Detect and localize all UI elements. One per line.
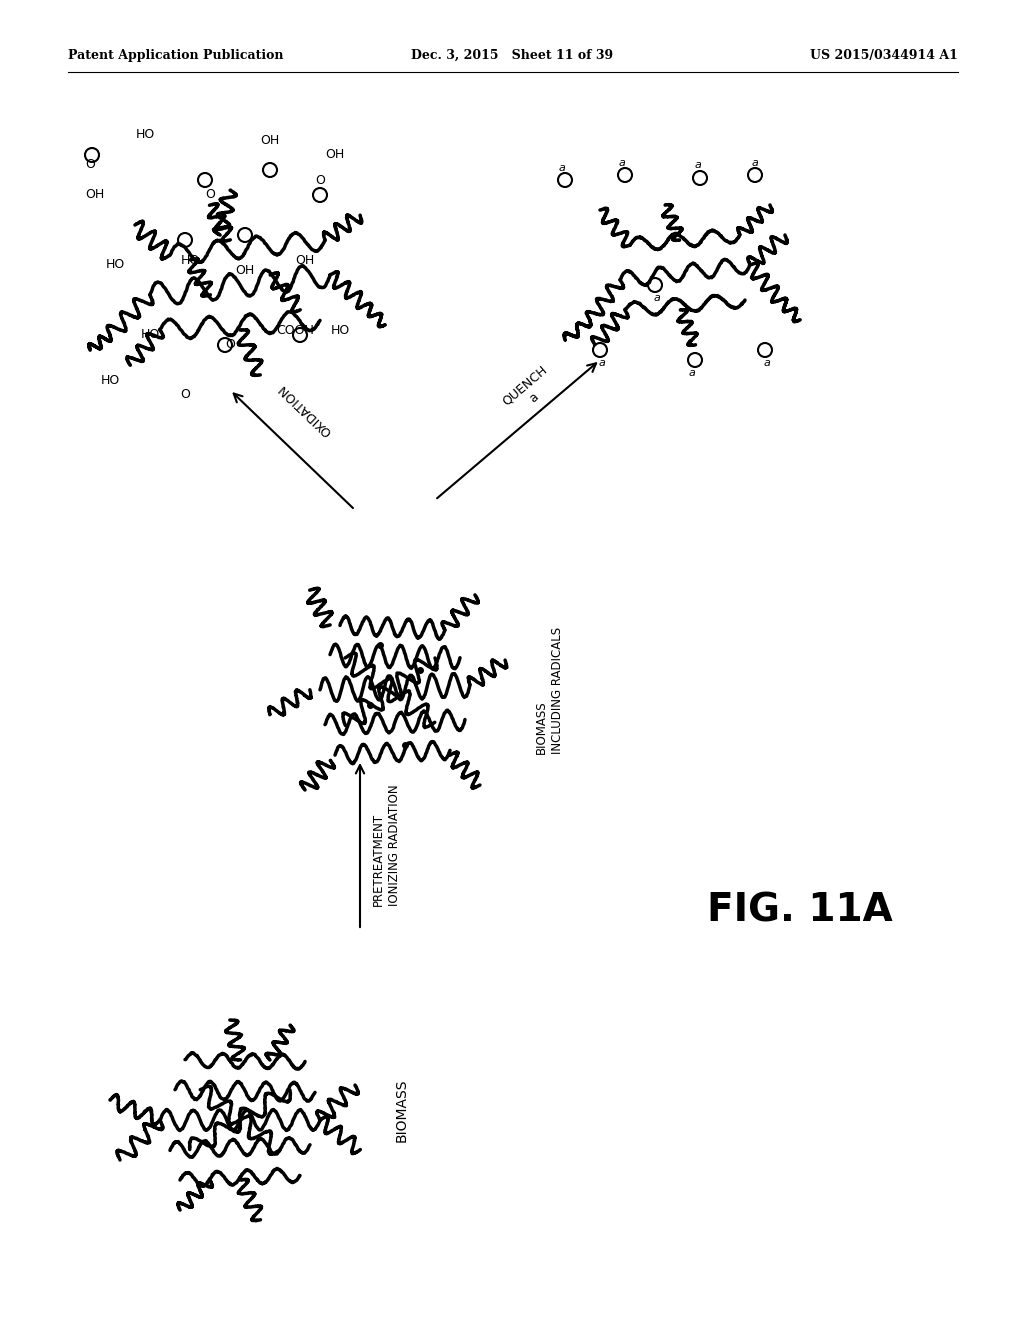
Text: FIG. 11A: FIG. 11A — [708, 891, 893, 929]
Text: a: a — [618, 158, 626, 168]
Text: COOH: COOH — [276, 323, 314, 337]
Text: OH: OH — [236, 264, 255, 276]
Text: HO: HO — [140, 329, 160, 342]
Text: HO: HO — [100, 374, 120, 387]
Text: QUENCH
a: QUENCH a — [500, 363, 559, 420]
Text: a: a — [688, 368, 695, 378]
Text: US 2015/0344914 A1: US 2015/0344914 A1 — [810, 49, 958, 62]
Text: PRETREATMENT
IONIZING RADIATION: PRETREATMENT IONIZING RADIATION — [372, 784, 401, 906]
Text: HO: HO — [331, 323, 349, 337]
Text: Dec. 3, 2015   Sheet 11 of 39: Dec. 3, 2015 Sheet 11 of 39 — [411, 49, 613, 62]
Text: OH: OH — [295, 253, 314, 267]
Text: OH: OH — [326, 149, 345, 161]
Text: HO: HO — [105, 259, 125, 272]
Text: OH: OH — [85, 189, 104, 202]
Text: O: O — [225, 338, 234, 351]
Text: O: O — [85, 158, 95, 172]
Text: BIOMASS: BIOMASS — [395, 1078, 409, 1142]
Text: a: a — [752, 158, 759, 168]
Text: a: a — [653, 293, 660, 304]
Text: HO: HO — [180, 253, 200, 267]
Text: O: O — [180, 388, 189, 401]
Text: OXIDATION: OXIDATION — [275, 381, 334, 438]
Text: OH: OH — [260, 133, 280, 147]
Text: a: a — [558, 162, 565, 173]
Text: a: a — [694, 160, 701, 170]
Text: HO: HO — [135, 128, 155, 141]
Text: O: O — [315, 173, 325, 186]
Text: a: a — [599, 358, 605, 368]
Text: BIOMASS
INCLUDING RADICALS: BIOMASS INCLUDING RADICALS — [535, 627, 564, 754]
Text: O: O — [205, 189, 215, 202]
Text: Patent Application Publication: Patent Application Publication — [68, 49, 284, 62]
Text: a: a — [764, 358, 770, 368]
